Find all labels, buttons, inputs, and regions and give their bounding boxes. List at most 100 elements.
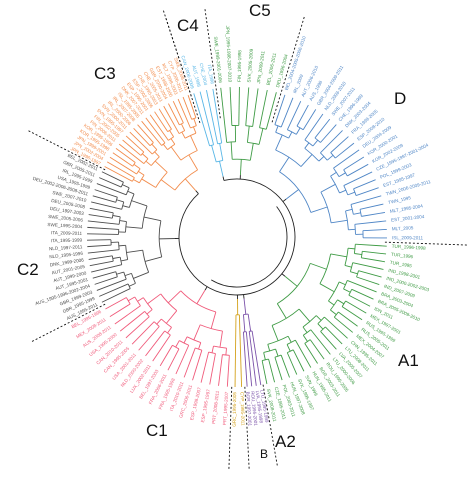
tree-branch	[299, 309, 310, 321]
tree-branch	[184, 337, 187, 343]
tree-branch	[321, 331, 337, 349]
tree-branch	[91, 202, 122, 209]
tree-branch	[339, 282, 345, 285]
tree-branch	[344, 172, 372, 186]
tree-branch	[88, 221, 119, 224]
tree-branch	[253, 88, 258, 126]
tree-branch	[331, 220, 347, 222]
tree-branch	[193, 350, 202, 380]
tree-branch	[211, 312, 216, 329]
tree-branch	[128, 191, 134, 194]
leaf-label: TUR_1996	[391, 252, 414, 260]
tree-branch	[310, 340, 324, 359]
leaf-label: TUR_1995	[390, 260, 413, 269]
leaf-label: BEL_2006-2011	[266, 52, 278, 86]
tree-branch	[243, 332, 247, 387]
tree-branch	[134, 128, 150, 145]
tree-branch	[168, 291, 181, 303]
tree-branch	[181, 124, 184, 131]
tree-branch	[348, 248, 355, 249]
tree-branch	[122, 185, 129, 188]
leaf-label: FIN_1995-1998	[237, 50, 243, 82]
tree-branch	[166, 311, 176, 324]
tree-branch	[239, 87, 240, 125]
tree-branch	[289, 132, 292, 138]
tree-branch	[126, 136, 144, 152]
tree-branch	[148, 294, 161, 304]
clade-separator	[272, 15, 305, 122]
tree-branch	[330, 310, 336, 315]
tree-branch	[240, 159, 241, 175]
tree-branch	[313, 140, 318, 146]
tree-branch	[87, 234, 118, 235]
tree-branch	[305, 114, 323, 140]
root-branch	[223, 177, 224, 181]
root-arc-inner	[211, 206, 287, 287]
tree-branch	[128, 297, 135, 301]
tree-branch	[133, 179, 139, 182]
tree-branch	[331, 172, 337, 176]
root-branch	[283, 199, 286, 201]
tree-branch	[142, 154, 148, 159]
leaf-label: MLT_2005	[392, 225, 414, 231]
clade-label-d: D	[394, 89, 406, 108]
tree-branch	[276, 135, 283, 150]
tree-branch	[155, 161, 167, 172]
tree-branch	[231, 142, 232, 159]
tree-branch	[295, 340, 311, 367]
tree-branch	[163, 144, 167, 149]
leaf-label: GRC_1995-2005	[232, 392, 237, 427]
tree-branch	[132, 322, 154, 345]
tree-branch	[159, 109, 171, 129]
tree-branch	[146, 331, 165, 356]
leaf-label: MLT_1995-2004	[389, 203, 423, 213]
tree-branch	[95, 277, 118, 285]
tree-branch	[119, 245, 126, 246]
tree-branch	[352, 289, 374, 299]
tree-branch	[193, 127, 196, 133]
tree-branch	[311, 207, 327, 212]
tree-branch	[138, 298, 144, 302]
tree-branch	[246, 87, 249, 125]
tree-branch	[340, 190, 346, 193]
tree-branch	[219, 355, 223, 386]
tree-branch	[90, 208, 113, 213]
leaf-label: CYP_1995-2011	[240, 392, 246, 426]
tree-branch	[185, 179, 196, 191]
tree-branch	[320, 130, 342, 152]
tree-branch	[281, 355, 289, 377]
tree-branch	[276, 126, 278, 132]
leaf-label: SWE_1995-2004	[47, 222, 83, 229]
tree-branch	[226, 348, 227, 355]
tree-branch	[260, 90, 268, 128]
tree-branch	[171, 139, 175, 145]
tree-branch	[120, 221, 127, 222]
tree-branch	[139, 326, 160, 350]
tree-branch	[303, 327, 307, 333]
tree-branch	[147, 310, 152, 314]
tree-branch	[331, 254, 347, 257]
tree-branch	[91, 265, 122, 272]
tree-branch	[235, 315, 236, 387]
tree-branch	[145, 257, 162, 261]
tree-branch	[363, 229, 387, 230]
tree-branch	[353, 213, 360, 214]
tree-branch	[297, 105, 308, 126]
leaf-label: PRT_2008-2011	[211, 390, 220, 424]
tree-branch	[170, 130, 174, 136]
tree-branch	[311, 330, 331, 355]
tree-branch	[133, 272, 148, 278]
tree-branch	[355, 221, 386, 224]
leaf-label: NLD_1997-2011	[49, 244, 83, 251]
leaf-label: ITA_2009-2011	[51, 230, 83, 236]
tree-branch	[252, 331, 261, 385]
tree-branch	[113, 153, 133, 166]
tree-branch	[99, 284, 128, 296]
tree-branch	[333, 150, 359, 168]
clade-label-c4: C4	[177, 16, 199, 35]
tree-branch	[319, 156, 324, 161]
tree-branch	[95, 190, 118, 198]
tree-branch	[168, 327, 172, 333]
